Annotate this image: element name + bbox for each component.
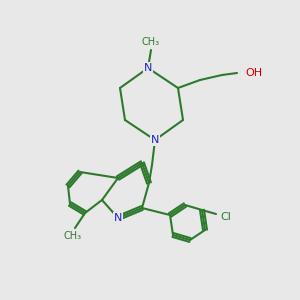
Text: N: N: [114, 213, 122, 223]
Text: N: N: [151, 135, 159, 145]
Text: CH₃: CH₃: [142, 37, 160, 47]
Text: N: N: [144, 63, 152, 73]
Text: CH₃: CH₃: [64, 231, 82, 241]
Text: Cl: Cl: [220, 212, 231, 222]
Text: OH: OH: [245, 68, 262, 78]
